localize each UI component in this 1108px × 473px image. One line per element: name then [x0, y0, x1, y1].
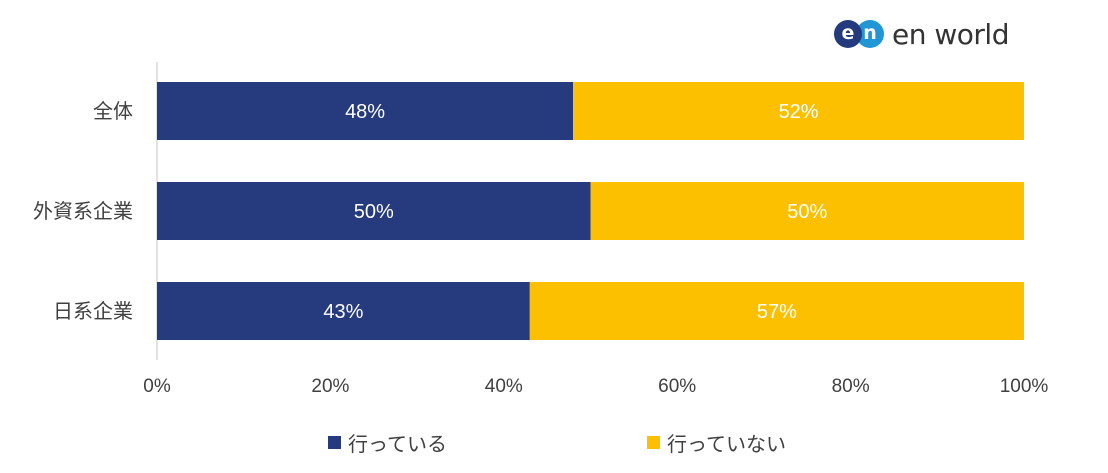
stacked-bar-chart: 全体 48% 52% 外資系企業 50% 50% 日系企業 43% 57% 0% 20% 40% 60%… — [33, 62, 1049, 397]
bar-data-label: 50% — [787, 201, 827, 223]
bar-segment — [590, 182, 1024, 240]
bar-data-label: 57% — [757, 301, 797, 323]
x-tick-label: 80% — [832, 376, 870, 397]
bar-data-label: 50% — [354, 201, 394, 223]
bar-segment — [157, 282, 530, 340]
x-tick-label: 0% — [143, 376, 171, 397]
category-label: 外資系企業 — [33, 199, 133, 223]
bar-segment — [157, 182, 591, 240]
x-tick-label: 40% — [485, 376, 523, 397]
x-tick-label: 100% — [1000, 376, 1049, 397]
category-label: 日系企業 — [53, 299, 133, 323]
chart-legend: 行っている 行っていない — [0, 428, 1108, 456]
x-tick-label: 60% — [658, 376, 696, 397]
legend-swatch-series-1 — [328, 436, 341, 449]
bar-segment — [573, 82, 1024, 140]
legend-swatch-series-2 — [647, 436, 660, 449]
bar-segment — [157, 82, 574, 140]
bar-data-label: 52% — [779, 101, 819, 123]
legend-label-series-2: 行っていない — [667, 432, 786, 456]
logo-circle-e: e — [834, 20, 862, 48]
legend-label-series-1: 行っている — [348, 432, 447, 456]
bar-data-label: 43% — [323, 301, 363, 323]
bar-data-label: 48% — [345, 101, 385, 123]
logo-text: en world — [892, 17, 1009, 51]
x-tick-label: 20% — [311, 376, 349, 397]
category-label: 全体 — [93, 99, 133, 123]
enworld-logo: e n en world — [834, 14, 1009, 54]
legend-item-series-1: 行っている — [328, 428, 447, 457]
enworld-logo-mark: e n — [834, 19, 886, 49]
bar-segment — [529, 282, 1024, 340]
legend-item-series-2: 行っていない — [647, 428, 786, 457]
